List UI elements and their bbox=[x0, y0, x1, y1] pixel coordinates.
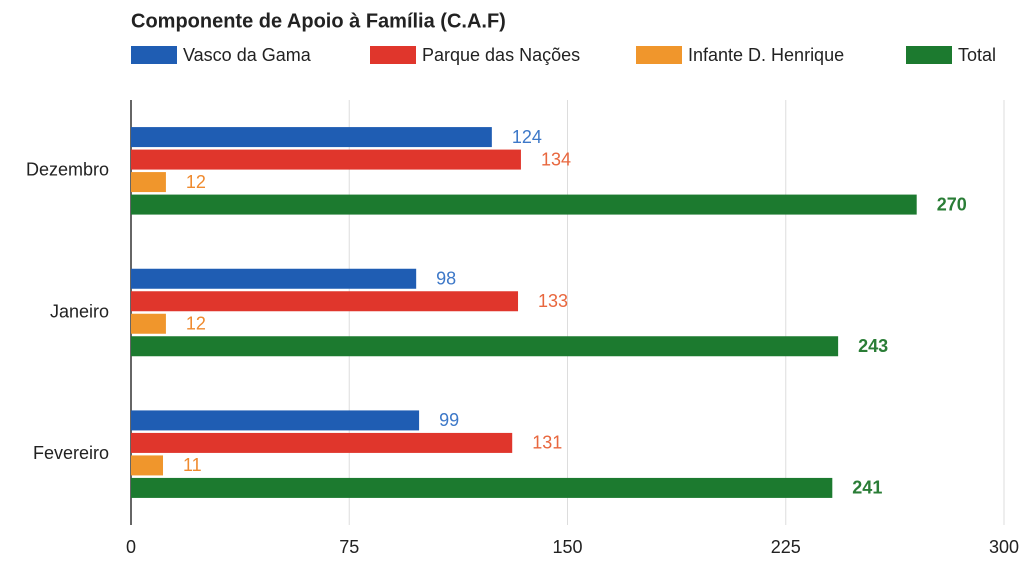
value-label: 11 bbox=[183, 455, 202, 475]
bar bbox=[131, 313, 166, 334]
legend-label: Total bbox=[958, 45, 996, 65]
value-label: 241 bbox=[852, 478, 882, 498]
value-label: 12 bbox=[186, 172, 206, 192]
x-tick-label: 75 bbox=[339, 537, 359, 557]
bar bbox=[131, 432, 513, 453]
x-tick-label: 300 bbox=[989, 537, 1019, 557]
value-label: 270 bbox=[937, 194, 967, 214]
x-tick-label: 225 bbox=[771, 537, 801, 557]
value-label: 133 bbox=[538, 291, 568, 311]
legend-swatch bbox=[906, 46, 952, 64]
legend-label: Vasco da Gama bbox=[183, 45, 312, 65]
legend-swatch bbox=[131, 46, 177, 64]
bar bbox=[131, 336, 839, 357]
value-label: 12 bbox=[186, 314, 206, 334]
bar bbox=[131, 291, 519, 312]
bar bbox=[131, 268, 417, 289]
y-tick-label: Dezembro bbox=[26, 160, 109, 180]
bar bbox=[131, 410, 420, 431]
value-label: 243 bbox=[858, 336, 888, 356]
bar bbox=[131, 149, 521, 170]
legend-swatch bbox=[636, 46, 682, 64]
bar bbox=[131, 172, 166, 193]
value-label: 124 bbox=[512, 127, 542, 147]
value-label: 131 bbox=[532, 433, 562, 453]
value-label: 99 bbox=[439, 410, 459, 430]
bar bbox=[131, 455, 164, 476]
value-label: 134 bbox=[541, 149, 571, 169]
value-label: 98 bbox=[436, 269, 456, 289]
bar bbox=[131, 194, 917, 215]
x-tick-label: 150 bbox=[552, 537, 582, 557]
bar bbox=[131, 477, 833, 498]
x-tick-label: 0 bbox=[126, 537, 136, 557]
y-tick-label: Janeiro bbox=[50, 301, 109, 321]
chart-title: Componente de Apoio à Família (C.A.F) bbox=[131, 10, 506, 32]
legend-swatch bbox=[370, 46, 416, 64]
legend-label: Infante D. Henrique bbox=[688, 45, 844, 65]
legend-label: Parque das Nações bbox=[422, 45, 580, 65]
bar bbox=[131, 127, 492, 148]
y-tick-label: Fevereiro bbox=[33, 443, 109, 463]
